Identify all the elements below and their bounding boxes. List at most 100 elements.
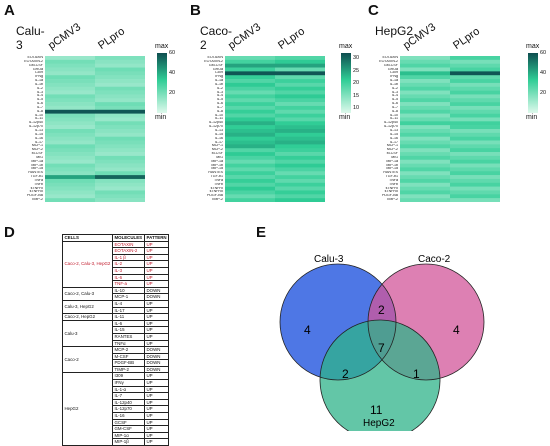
table-cell-pattern: UP bbox=[143, 372, 170, 381]
heatmap-cell bbox=[225, 148, 276, 153]
heatmap-cell bbox=[275, 155, 325, 161]
heatmap-cell bbox=[400, 86, 451, 91]
heatmap-cell bbox=[225, 155, 276, 161]
heatmap-cell bbox=[275, 129, 325, 134]
heatmap-cell-line-title: Calu-3 bbox=[16, 24, 45, 52]
heatmap-row-label: MCP-1 bbox=[386, 144, 398, 148]
heatmap-row-label: I-309 bbox=[214, 71, 223, 75]
heatmap-cell bbox=[225, 144, 276, 149]
heatmap-cell bbox=[450, 136, 500, 141]
heatmap-cell bbox=[450, 117, 500, 122]
heatmap-row-label: IL-12p40 bbox=[208, 121, 223, 125]
heatmap-cell bbox=[400, 178, 451, 184]
heatmap-cell bbox=[275, 98, 325, 103]
heatmap-cell bbox=[450, 152, 500, 157]
table-cell-molecule: GM-CSF bbox=[112, 425, 145, 433]
heatmap-cell bbox=[45, 167, 96, 172]
heatmap-row-label: EOTAXIN bbox=[27, 56, 43, 59]
heatmap-row-label: IFNg bbox=[35, 75, 43, 79]
table-cell-molecule: EOTAXIN-2 bbox=[112, 247, 145, 255]
table-cell-molecule: IL-4 bbox=[112, 299, 145, 308]
table-cell-pattern: DOWN bbox=[143, 293, 170, 301]
heatmap-row-label: IL-1b bbox=[389, 82, 398, 86]
heatmap-cell-line-title: Caco-2 bbox=[200, 24, 233, 52]
heatmap-column-label: pCMV3 bbox=[46, 21, 84, 52]
heatmap-cell bbox=[95, 98, 145, 103]
heatmap-cell bbox=[95, 86, 145, 91]
table-cell-pattern: UP bbox=[143, 332, 170, 341]
heatmap-cell bbox=[400, 132, 451, 137]
table-header-pattern: PATTERN bbox=[143, 234, 170, 242]
venn-circle-hepg2 bbox=[320, 320, 440, 431]
heatmap-cell bbox=[225, 140, 276, 145]
heatmap-cell bbox=[225, 90, 276, 95]
heatmap-cell bbox=[450, 163, 500, 168]
heatmap-grid bbox=[400, 56, 500, 202]
heatmap-row-label: TIMP-2 bbox=[31, 198, 43, 202]
heatmap-cell bbox=[45, 56, 96, 61]
heatmap-cell bbox=[400, 102, 451, 107]
table-row: HepG2 I309 UP bbox=[62, 372, 170, 446]
heatmap-cell bbox=[275, 152, 325, 157]
heatmap-cell bbox=[95, 148, 145, 153]
heatmap-cell bbox=[45, 109, 96, 114]
heatmap-row-label: IL-3 bbox=[391, 90, 398, 94]
panel-letter-b: B bbox=[190, 2, 201, 19]
table-cell-molecule: PDGF-BB bbox=[112, 359, 145, 367]
heatmap-row-label: TNFb bbox=[34, 182, 43, 186]
heatmap-cell bbox=[45, 82, 96, 88]
heatmap-row-label: MIP-1a bbox=[31, 159, 43, 163]
heatmap-row-label: IL-17 bbox=[214, 140, 223, 144]
heatmap-cell bbox=[45, 90, 96, 95]
panel-letter-d: D bbox=[4, 224, 15, 241]
heatmap-cell bbox=[45, 67, 96, 72]
table-cell-pattern: DOWN bbox=[143, 352, 170, 361]
heatmap-row-label: IL-12p70 bbox=[28, 125, 43, 129]
heatmap-cell bbox=[95, 167, 145, 172]
heatmap-cell bbox=[95, 175, 145, 180]
heatmap-cell bbox=[275, 186, 325, 191]
table-cell-molecule: IL-2 bbox=[112, 260, 145, 268]
panel-letter-c: C bbox=[368, 2, 379, 19]
heatmap-cell bbox=[450, 105, 500, 111]
heatmap-row-label: IL-15 bbox=[389, 132, 398, 136]
venn-count-all: 7 bbox=[378, 341, 385, 355]
heatmap-cell bbox=[95, 186, 145, 191]
heatmap-cell bbox=[450, 182, 500, 187]
heatmap-cell bbox=[400, 94, 451, 99]
heatmap-cell bbox=[450, 63, 500, 68]
colorbar-min-label: min bbox=[155, 114, 167, 121]
venn-count-calu3-only: 4 bbox=[304, 323, 311, 337]
heatmap-row-label: IL-7 bbox=[391, 105, 398, 109]
table-cell-molecule: MCP-2 bbox=[112, 346, 145, 354]
heatmap-cell bbox=[45, 75, 96, 80]
heatmap-cell bbox=[225, 178, 276, 184]
table-row: Caco-2 MCP-2 DOWN bbox=[62, 346, 170, 374]
heatmap-cell bbox=[400, 171, 451, 176]
colorbar-tick-label: 15 bbox=[353, 92, 360, 99]
colorbar-tick-label: 40 bbox=[169, 70, 176, 76]
heatmap-row-label: IL-13 bbox=[34, 129, 43, 132]
table-cell-pattern: UP bbox=[143, 313, 170, 321]
heatmap-cell bbox=[225, 94, 276, 99]
heatmap-row-label: IL-6 bbox=[391, 102, 398, 106]
heatmap-cell bbox=[400, 67, 451, 72]
venn-count-calu3-caco2: 2 bbox=[378, 303, 385, 317]
heatmap-cell bbox=[225, 56, 276, 61]
table-cell-pattern: UP bbox=[143, 326, 170, 334]
heatmap-row-label: TGF-b1 bbox=[210, 175, 223, 179]
heatmap-cell bbox=[225, 59, 276, 64]
heatmap-cell bbox=[450, 86, 500, 91]
heatmap-cell bbox=[450, 82, 500, 88]
heatmap-cell bbox=[275, 109, 325, 114]
heatmap-cell bbox=[275, 159, 325, 164]
table-cell-molecule: RANTES bbox=[112, 332, 145, 341]
heatmap-cell bbox=[225, 71, 276, 76]
heatmap-row-label: IL-1b bbox=[214, 82, 223, 86]
heatmap-row-label: TNFb bbox=[214, 182, 223, 186]
heatmap-cell bbox=[95, 102, 145, 107]
heatmap-cell bbox=[225, 63, 276, 68]
heatmap-row-label: MCP-2 bbox=[386, 148, 398, 152]
table-cell-cells: HepG2 bbox=[62, 372, 113, 446]
heatmap-row-label: IL-3 bbox=[216, 90, 223, 94]
